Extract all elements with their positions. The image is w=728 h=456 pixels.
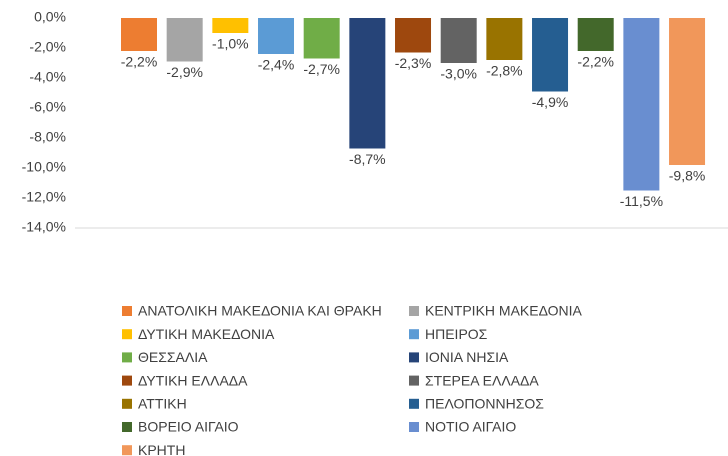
legend-swatch — [122, 445, 132, 456]
legend-swatch — [122, 375, 132, 386]
bar — [212, 18, 249, 33]
data-label: -2,2% — [121, 54, 158, 70]
data-label: -2,9% — [166, 64, 203, 80]
legend-swatch — [122, 398, 132, 409]
data-label: -2,3% — [395, 55, 432, 71]
legend-swatch — [409, 422, 419, 432]
data-label: -1,0% — [212, 36, 249, 52]
legend-swatch — [409, 352, 419, 363]
legend-swatch — [122, 306, 132, 316]
y-tick-label: -8,0% — [29, 129, 66, 145]
legend-label: ΣΤΕΡΕΑ ΕΛΛΑΔΑ — [425, 372, 539, 388]
legend-label: ΝΟΤΙΟ ΑΙΓΑΙΟ — [425, 419, 516, 435]
legend-label: ΠΕΛΟΠΟΝΝΗΣΟΣ — [425, 396, 544, 412]
legend-label: ΚΕΝΤΡΙΚΗ ΜΑΚΕΔΟΝΙΑ — [425, 303, 583, 319]
bar — [166, 18, 203, 62]
y-tick-label: -4,0% — [29, 69, 66, 85]
y-tick-label: -2,0% — [29, 39, 66, 55]
legend-label: ΗΠΕΙΡΟΣ — [425, 326, 488, 342]
legend-swatch — [122, 329, 132, 340]
data-label: -2,7% — [303, 61, 340, 77]
bar — [623, 18, 660, 191]
bar — [486, 18, 523, 60]
bar — [669, 18, 706, 165]
data-label: -2,2% — [577, 54, 614, 70]
y-tick-label: -12,0% — [22, 189, 66, 205]
y-tick-label: -10,0% — [22, 159, 66, 175]
bar — [121, 18, 157, 51]
y-tick-label: -14,0% — [22, 219, 66, 235]
bar — [440, 18, 477, 63]
data-label: -9,8% — [669, 168, 706, 184]
data-label: -11,5% — [620, 193, 663, 209]
legend-swatch — [409, 329, 419, 340]
bar — [258, 18, 295, 54]
data-label: -3,0% — [440, 66, 477, 82]
bar — [303, 18, 340, 59]
legend-swatch — [409, 306, 419, 316]
legend-label: ΒΟΡΕΙΟ ΑΙΓΑΙΟ — [138, 419, 239, 435]
legend-swatch — [409, 375, 419, 386]
bar — [532, 18, 569, 92]
legend-label: ΘΕΣΣΑΛΙΑ — [138, 349, 208, 365]
legend-label: ΑΤΤΙΚΗ — [138, 396, 187, 412]
legend-label: ΔΥΤΙΚΗ ΕΛΛΑΔΑ — [138, 372, 248, 388]
legend-label: ΔΥΤΙΚΗ ΜΑΚΕΔΟΝΙΑ — [138, 326, 275, 342]
data-label: -4,9% — [532, 94, 569, 110]
data-label: -8,7% — [349, 151, 386, 167]
legend-swatch — [409, 398, 419, 409]
data-label: -2,8% — [486, 63, 523, 79]
legend-swatch — [122, 422, 132, 432]
y-tick-label: -6,0% — [29, 99, 66, 115]
y-tick-label: 0,0% — [34, 9, 66, 25]
legend-label: ΚΡΗΤΗ — [138, 442, 185, 456]
legend-swatch — [122, 352, 132, 363]
data-label: -2,4% — [258, 57, 295, 73]
bar — [395, 18, 432, 53]
bar — [577, 18, 614, 51]
bar — [349, 18, 386, 149]
legend-label: ΑΝΑΤΟΛΙΚΗ ΜΑΚΕΔΟΝΙΑ ΚΑΙ ΘΡΑΚΗ — [138, 303, 382, 319]
legend-label: ΙΟΝΙΑ ΝΗΣΙΑ — [425, 349, 509, 365]
